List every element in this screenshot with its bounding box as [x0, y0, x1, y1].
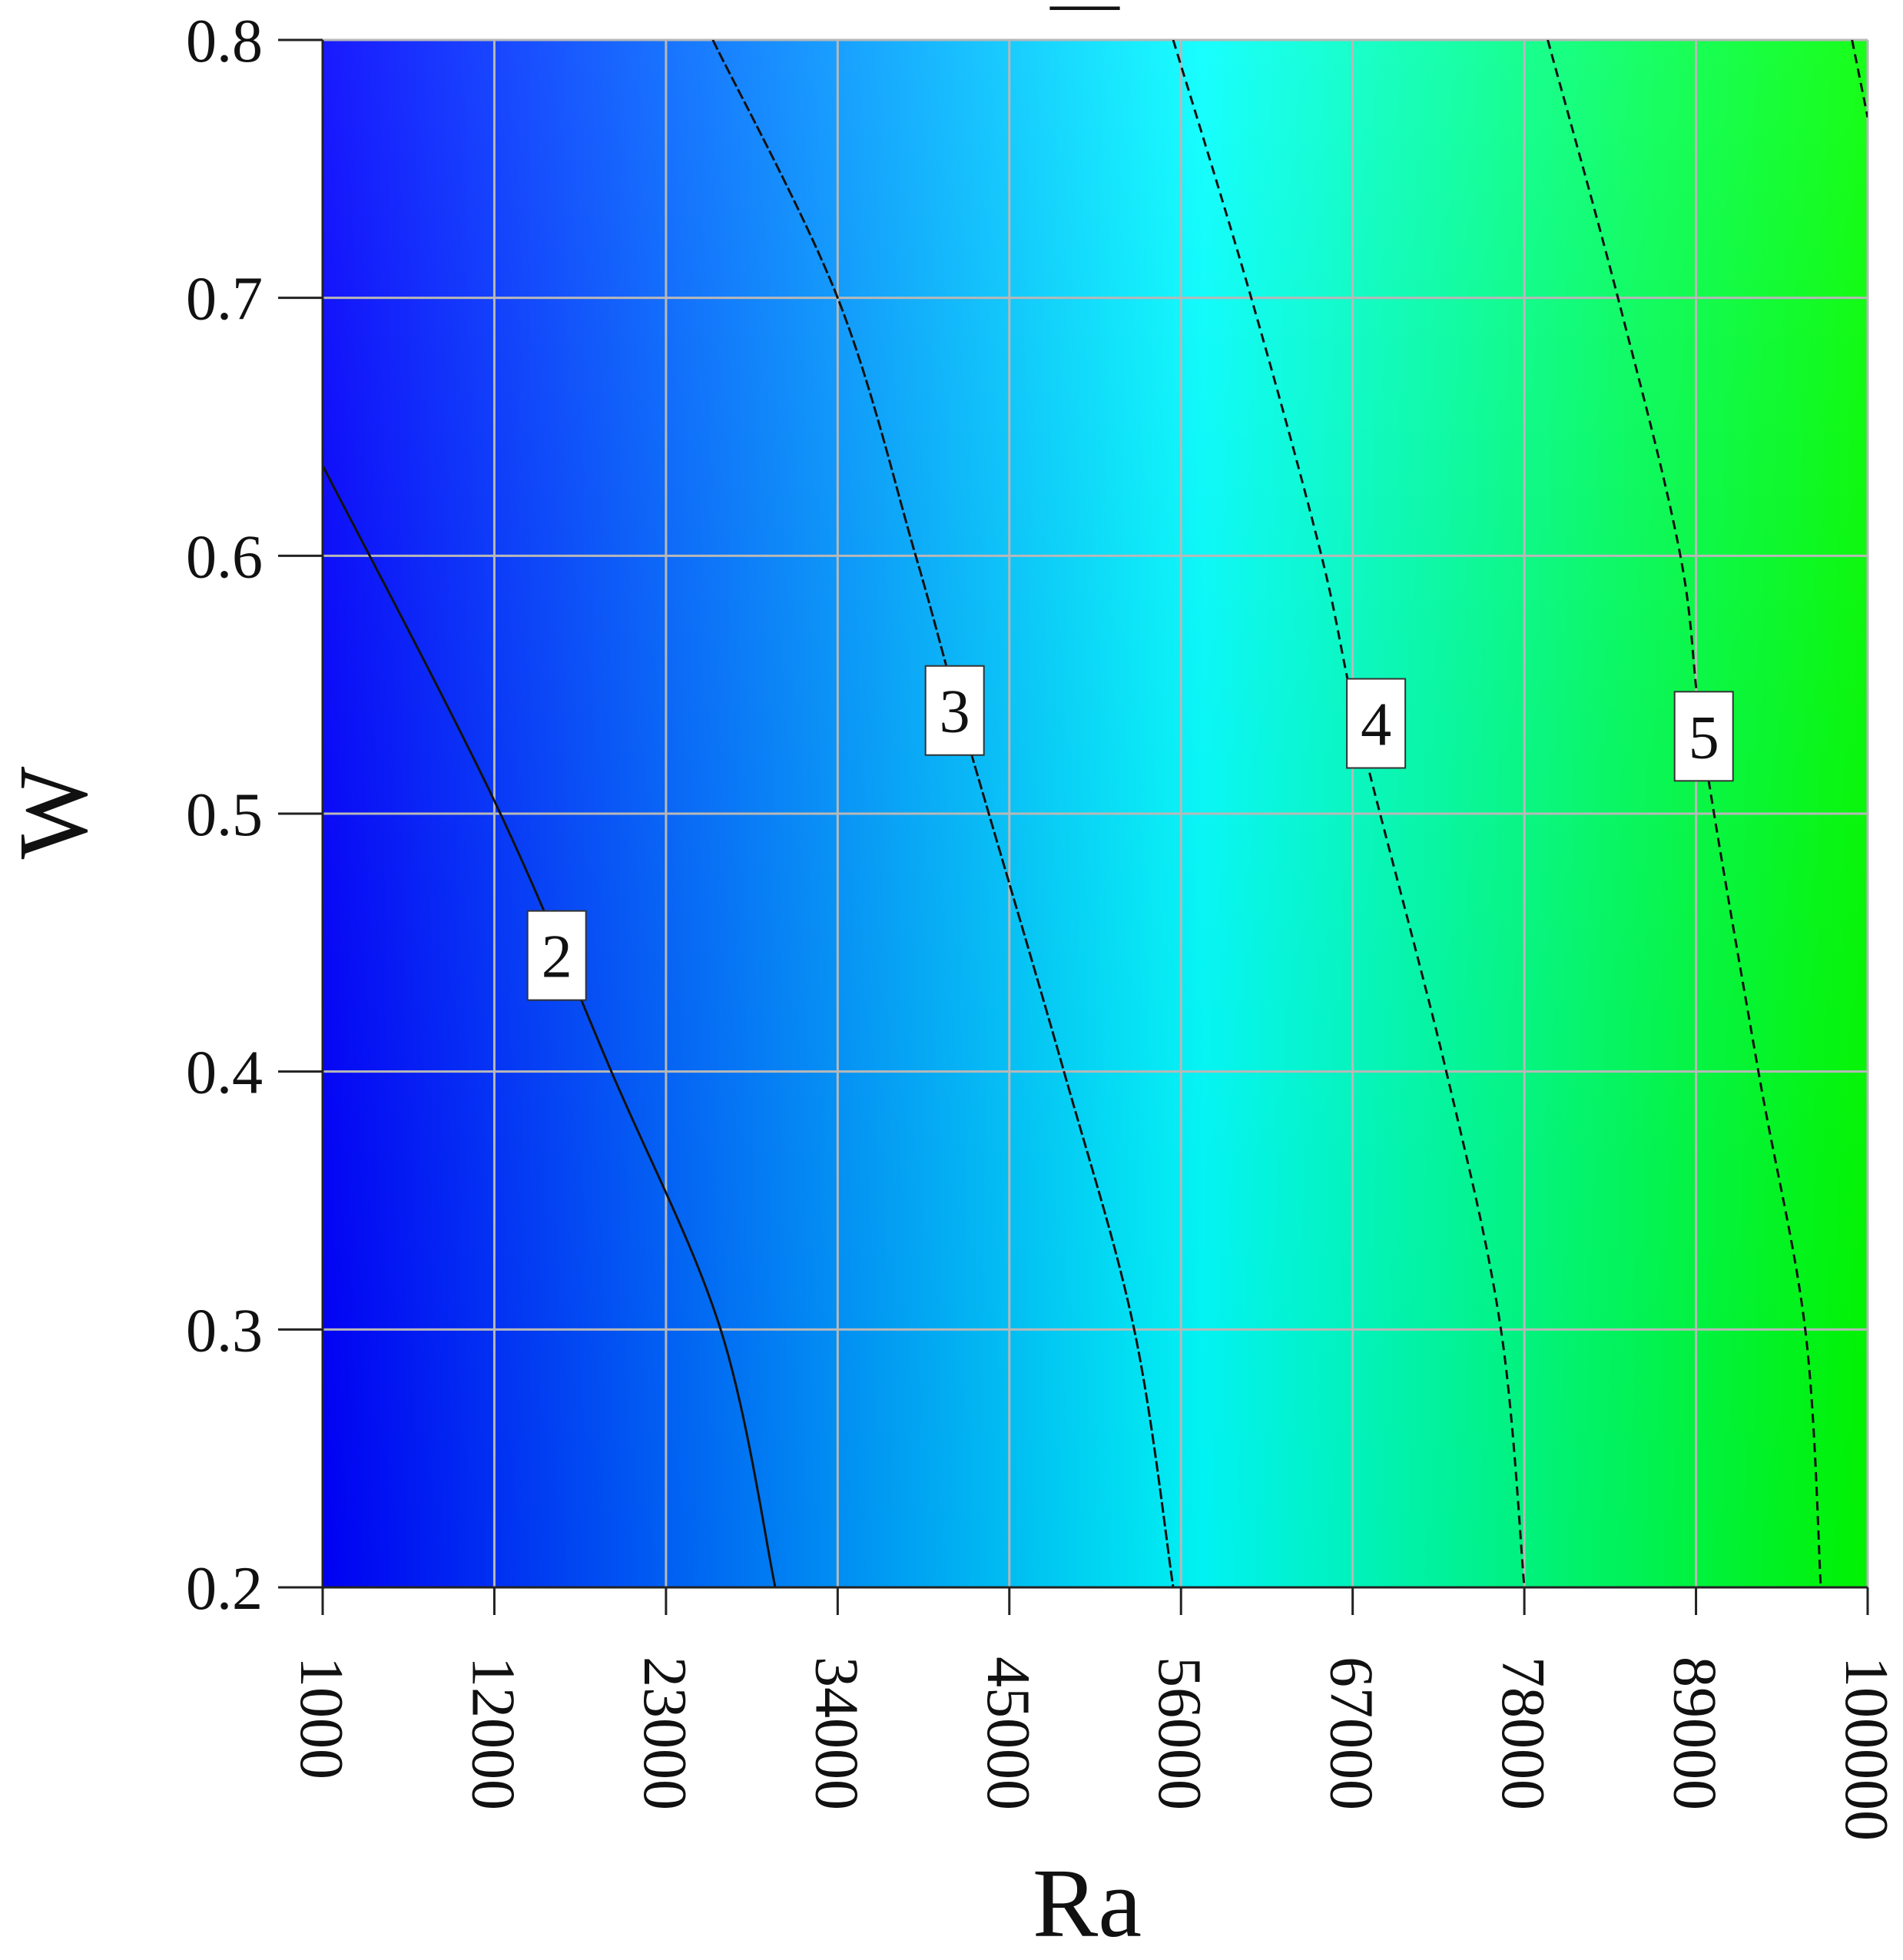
y-tick-label: 0.6	[186, 523, 263, 591]
plot-area: 2 3 4 5	[321, 38, 1869, 1589]
y-axis-title: W	[0, 766, 108, 859]
grid-lines	[321, 38, 1869, 1589]
y-tick-label: 0.8	[186, 8, 263, 75]
x-tick-label: 23000	[631, 1657, 698, 1810]
x-tick-label: 89000	[1661, 1657, 1729, 1810]
x-tick-label: 100000	[1832, 1657, 1900, 1841]
y-tick-label: 0.5	[186, 781, 263, 849]
x-tick-label: 34000	[802, 1657, 870, 1810]
contour-line	[1851, 40, 1868, 118]
x-tick-label: 45000	[974, 1657, 1042, 1810]
contour-labels: 2 3 4 5	[526, 665, 1734, 1001]
contour-label: 5	[1689, 704, 1719, 771]
y-tick-label: 0.4	[186, 1040, 263, 1107]
contour-line	[323, 465, 777, 1587]
contour-label-box	[924, 665, 985, 756]
contour-label: 2	[542, 924, 572, 991]
contour-label-box	[1673, 691, 1734, 782]
contour-label: 4	[1361, 691, 1391, 759]
y-tick-label: 0.2	[186, 1555, 263, 1623]
contour-label-box	[1346, 678, 1407, 769]
x-tick-label: 67000	[1318, 1657, 1385, 1810]
y-axis: 0.2 0.3 0.4 0.5 0.6 0.7 0.8	[186, 8, 324, 1623]
x-tick-label: 12000	[459, 1657, 526, 1810]
contour-label-box	[526, 910, 587, 1001]
x-tick-label: 56000	[1145, 1657, 1213, 1810]
x-axis: 1000 12000 23000 34000 45000 56000 67000 78000 8…	[287, 1586, 1900, 1841]
chart-title-mark: —	[1049, 0, 1120, 40]
x-tick-label: 78000	[1489, 1657, 1557, 1810]
x-tick-label: 1000	[287, 1657, 355, 1779]
y-tick-label: 0.7	[186, 266, 263, 333]
y-tick-label: 0.3	[186, 1297, 263, 1365]
x-axis-title: Ra	[1033, 1849, 1142, 1958]
contour-label: 3	[940, 678, 970, 746]
